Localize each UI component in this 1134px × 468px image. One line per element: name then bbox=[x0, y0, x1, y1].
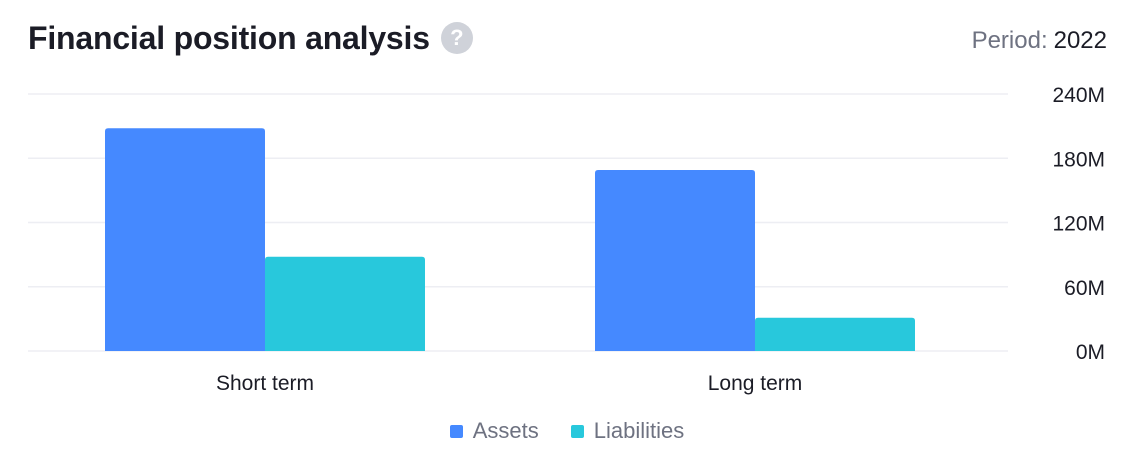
bar-chart: 0M 60M 120M 180M 240M Short term Long term bbox=[28, 84, 1105, 395]
legend-item-liabilities[interactable]: Liabilities bbox=[570, 418, 685, 444]
bar-assets-long-term[interactable] bbox=[595, 170, 755, 351]
widget-header: Financial position analysis ? bbox=[28, 18, 473, 58]
chart-legend: Assets Liabilities bbox=[0, 418, 1134, 444]
bar-liabilities-long-term[interactable] bbox=[755, 317, 915, 351]
period-value: 2022 bbox=[1053, 27, 1107, 54]
period-label: Period: bbox=[971, 27, 1048, 54]
legend-swatch bbox=[449, 424, 463, 438]
period-display: Period: 2022 bbox=[972, 25, 1107, 57]
y-tick-label: 240M bbox=[1052, 84, 1105, 107]
bar-liabilities-short-term[interactable] bbox=[265, 256, 425, 351]
legend-label: Liabilities bbox=[593, 418, 685, 443]
x-category-label: Short term bbox=[216, 372, 314, 395]
y-tick-label: 180M bbox=[1052, 148, 1105, 171]
legend-label: Assets bbox=[472, 418, 539, 443]
legend-swatch bbox=[570, 424, 584, 438]
x-category-label: Long term bbox=[708, 372, 803, 395]
question-mark-icon[interactable]: ? bbox=[440, 22, 473, 54]
y-tick-label: 0M bbox=[1076, 341, 1105, 364]
y-tick-label: 120M bbox=[1052, 213, 1105, 236]
bar-assets-short-term[interactable] bbox=[105, 128, 265, 351]
chart-title: Financial position analysis bbox=[28, 20, 430, 56]
legend-item-assets[interactable]: Assets bbox=[449, 418, 539, 444]
y-tick-label: 60M bbox=[1064, 277, 1105, 300]
